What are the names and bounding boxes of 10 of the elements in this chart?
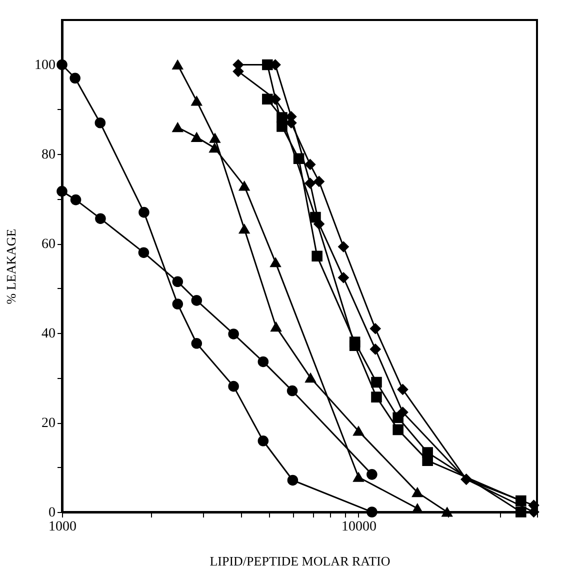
x-axis-title: LIPID/PEPTIDE MOLAR RATIO (210, 554, 390, 568)
y-tick-label: 20 (42, 416, 56, 432)
y-tick-label: 100 (34, 58, 56, 74)
y-tick-label: 60 (42, 237, 56, 252)
y-tick-label: 40 (42, 326, 56, 342)
y-tick-label: 80 (42, 148, 56, 163)
y-tick-label: 0 (48, 506, 56, 520)
y-axis-title: % LEAKAGE (4, 228, 18, 304)
x-tick-label: 10000 (341, 520, 376, 534)
x-tick-label: 1000 (48, 520, 76, 534)
